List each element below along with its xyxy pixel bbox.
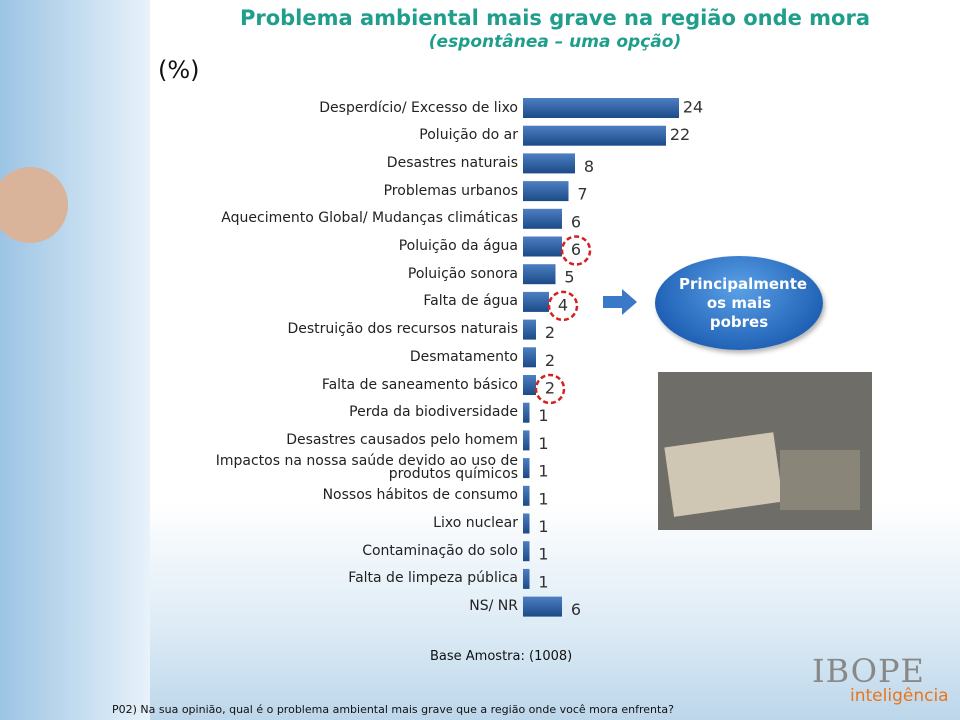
value-label: 1: [538, 462, 548, 481]
category-text: Aquecimento Global/ Mudanças climáticas: [221, 210, 518, 227]
value-label: 2: [545, 351, 555, 370]
callout-text: Principalmente os mais pobres: [679, 274, 808, 331]
bar: [523, 375, 536, 395]
bar: [523, 541, 530, 562]
question: P02) Na sua opinião, qual é o problema a…: [112, 703, 674, 716]
category-label: Desastres naturais: [188, 149, 518, 177]
value-label: 6: [571, 212, 581, 231]
bar: [523, 153, 575, 174]
category-text: Perda da biodiversidade: [349, 404, 518, 421]
category-label: Lixo nuclear: [188, 510, 518, 538]
category-text: Lixo nuclear: [433, 515, 518, 531]
bar: [523, 181, 569, 202]
category-text: Desperdício/ Excesso de lixo: [319, 99, 518, 116]
bar: [523, 513, 530, 534]
value-label: 4: [558, 295, 568, 314]
category-text: Falta de água: [423, 293, 518, 310]
bar: [523, 264, 556, 285]
bar: [523, 208, 562, 229]
arrow: [603, 289, 637, 315]
category-text: Falta de saneamento básico: [321, 376, 518, 393]
category-label: Desperdício/ Excesso de lixo: [188, 94, 518, 122]
value-label: 5: [564, 268, 574, 287]
photo-face: [0, 167, 68, 243]
bar: [523, 596, 562, 617]
brand-sub: inteligência: [850, 686, 949, 706]
category-label: Poluição sonora: [188, 260, 518, 288]
brand: IBOPE: [812, 652, 925, 690]
value-label: 1: [538, 489, 548, 508]
value-label: 8: [584, 157, 594, 176]
bar: [523, 568, 530, 589]
value-label: 6: [571, 240, 581, 259]
title: Problema ambiental mais grave na região …: [239, 6, 871, 30]
value-label: 1: [538, 572, 548, 591]
bar: [523, 402, 530, 423]
photo-pile: [780, 450, 860, 510]
category-label: Problemas urbanos: [188, 177, 518, 205]
bar: [523, 347, 536, 368]
category-label: Impactos na nossa saúde devido ao uso de…: [188, 454, 518, 482]
value-label: 7: [577, 185, 587, 204]
bar: [523, 485, 530, 506]
bar: [523, 430, 530, 451]
category-label: Desastres causados pelo homem: [188, 426, 518, 454]
unit-label: (%): [158, 56, 200, 84]
category-label: Falta de saneamento básico: [188, 371, 518, 399]
category-text: Contaminação do solo: [362, 542, 518, 559]
category-label: Destruição dos recursos naturais: [188, 316, 518, 344]
highlight-circle: [534, 373, 566, 405]
category-text: Desastres naturais: [386, 154, 518, 171]
bar: [523, 319, 536, 340]
category-label: Perda da biodiversidade: [188, 399, 518, 427]
category-text: NS/ NR: [469, 598, 518, 615]
base-note: Base Amostra: (1008): [430, 649, 573, 664]
value-label: 2: [545, 379, 555, 398]
category-text: Falta de limpeza pública: [348, 570, 518, 587]
category-label: Aquecimento Global/ Mudanças climáticas: [188, 205, 518, 233]
category-label: Falta de água: [188, 288, 518, 316]
photo-box: [664, 432, 784, 517]
value-label: 1: [538, 545, 548, 564]
category-text: Poluição da água: [398, 238, 518, 254]
bar: [523, 236, 562, 257]
value-label: 24: [683, 98, 703, 117]
callout: Principalmente os mais pobres: [655, 256, 823, 350]
category-label: Contaminação do solo: [188, 537, 518, 565]
category-text: Poluição sonora: [407, 265, 518, 282]
bar: [523, 125, 666, 146]
category-label: Falta de limpeza pública: [188, 565, 518, 593]
category-text: Desastres causados pelo homem: [286, 431, 518, 448]
highlight-circle: [560, 235, 592, 266]
value-label: 6: [571, 600, 581, 619]
value-label: 22: [670, 125, 690, 144]
subtitle: (espontânea – uma opção): [428, 32, 682, 52]
bar: [523, 291, 549, 312]
value-label: 1: [538, 434, 548, 453]
category-label: Poluição da água: [188, 233, 518, 261]
value-label: 2: [545, 323, 555, 342]
category-text: Nossos hábitos de consumo: [322, 487, 518, 504]
category-text: Poluição do ar: [419, 127, 518, 144]
bar: [523, 98, 679, 118]
side-photo: [0, 0, 150, 720]
category-label: NS/ NR: [188, 593, 518, 621]
category-label: Nossos hábitos de consumo: [188, 482, 518, 510]
category-text: Desmatamento: [409, 348, 518, 365]
category-text: Destruição dos recursos naturais: [287, 321, 518, 338]
category-label: Poluição do ar: [188, 122, 518, 150]
highlight-circle: [547, 290, 579, 322]
bar: [523, 458, 530, 479]
value-label: 1: [538, 406, 548, 425]
category-text: Problemas urbanos: [383, 182, 518, 199]
category-label: Desmatamento: [188, 343, 518, 371]
value-label: 1: [538, 517, 548, 536]
category-text: Impactos na nossa saúde devido ao uso de…: [215, 453, 518, 483]
